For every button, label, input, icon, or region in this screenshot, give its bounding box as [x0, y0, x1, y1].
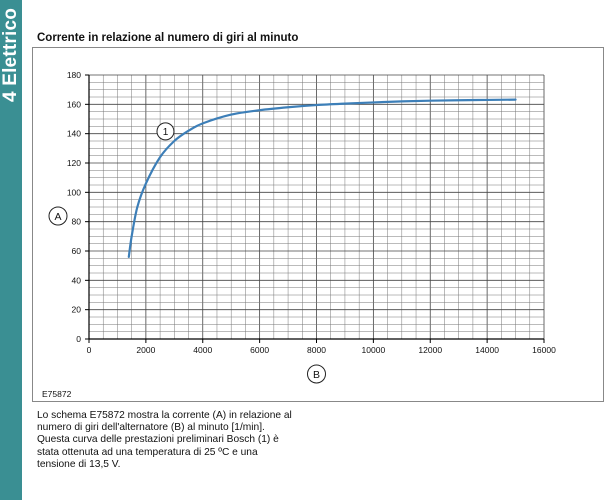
y-tick-label: 100 — [67, 187, 81, 197]
x-tick-label: 4000 — [193, 345, 212, 355]
y-tick-label: 80 — [72, 217, 82, 227]
curve-callout-circle — [156, 122, 175, 141]
section-tab — [0, 0, 22, 500]
y-tick-label: 120 — [67, 158, 81, 168]
y-axis-label: A — [54, 211, 61, 223]
y-tick-label: 180 — [67, 70, 81, 80]
figure-caption: Lo schema E75872 mostra la corrente (A) … — [37, 410, 292, 470]
x-tick-label: 10000 — [362, 345, 386, 355]
x-tick-label: 14000 — [475, 345, 499, 355]
chart-title: Corrente in relazione al numero di giri … — [37, 32, 299, 44]
x-tick-label: 8000 — [307, 345, 326, 355]
x-tick-label: 0 — [87, 345, 92, 355]
x-tick-label: 12000 — [418, 345, 442, 355]
x-axis-callout-circle — [307, 364, 326, 384]
series-line — [127, 98, 517, 258]
x-tick-label: 2000 — [136, 345, 155, 355]
figure-id: E75872 — [42, 389, 72, 399]
x-tick-label: 16000 — [532, 345, 556, 355]
section-tab-label-wrap: 4 Elettrico — [0, 0, 22, 500]
y-tick-label: 60 — [72, 246, 82, 256]
y-tick-label: 20 — [72, 305, 82, 315]
x-tick-label: 6000 — [250, 345, 269, 355]
figure-frame — [32, 47, 604, 402]
current-vs-rpm-chart: 0 2000 4000 6000 8000 10000 12000 14000 16000 0 20… — [48, 70, 556, 384]
y-tick-label: 0 — [76, 334, 81, 344]
y-tick-label: 40 — [72, 275, 82, 285]
x-axis-label: B — [313, 369, 320, 381]
y-tick-label: 140 — [67, 129, 81, 139]
section-tab-label: 4 Elettrico — [0, 7, 21, 103]
y-tick-label: 160 — [67, 99, 81, 109]
y-axis-callout-circle — [48, 206, 68, 226]
curve-callout-label: 1 — [163, 127, 169, 138]
